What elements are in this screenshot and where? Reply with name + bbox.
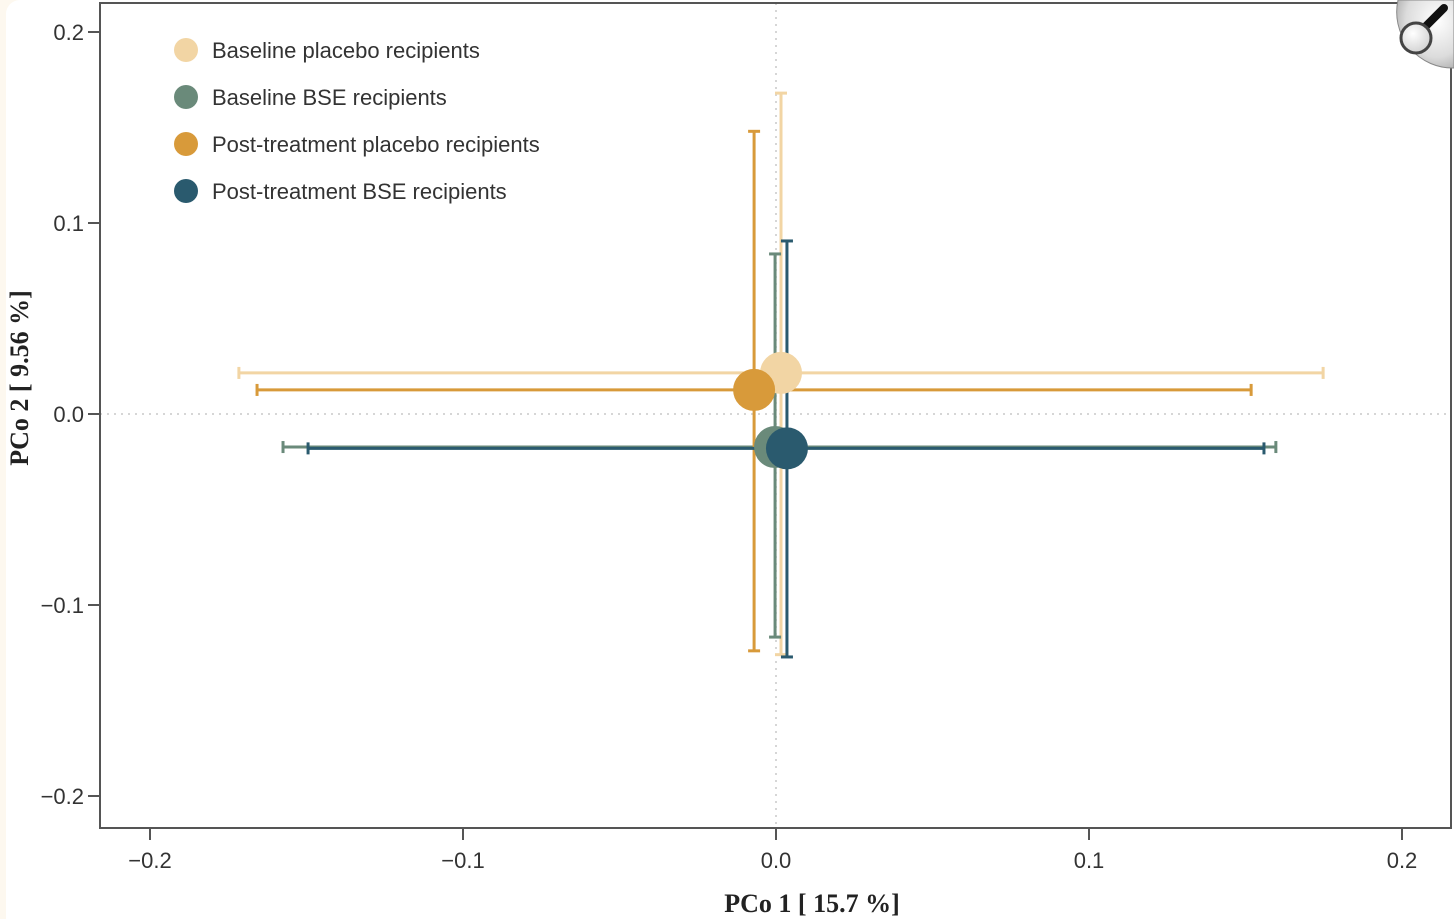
legend-swatch xyxy=(174,132,198,156)
y-tick-label: −0.2 xyxy=(41,784,84,809)
legend-swatch xyxy=(174,179,198,203)
legend-item: Post-treatment placebo recipients xyxy=(174,132,540,157)
x-tick-label: −0.1 xyxy=(441,848,484,873)
data-points xyxy=(733,351,808,470)
legend-label: Post-treatment BSE recipients xyxy=(212,179,507,204)
magnifier-icon xyxy=(1396,0,1454,69)
x-axis-title: PCo 1 [ 15.7 %] xyxy=(724,889,899,918)
legend: Baseline placebo recipients Baseline BSE … xyxy=(174,38,540,204)
data-point-post-treatment-placebo-recipients xyxy=(733,368,776,411)
zoom-image-button[interactable] xyxy=(1384,0,1454,70)
x-tick-label: 0.2 xyxy=(1387,848,1418,873)
x-tick-label: 0.0 xyxy=(761,848,792,873)
legend-label: Baseline placebo recipients xyxy=(212,38,480,63)
legend-item: Post-treatment BSE recipients xyxy=(174,179,507,204)
axes: −0.2 −0.1 0.0 0.1 0.2 0.2 0.1 0.0 −0.1 −0.2 xyxy=(41,2,1452,873)
y-axis-title: PCo 2 [ 9.56 %] xyxy=(5,290,34,465)
y-tick-label: 0.0 xyxy=(53,402,84,427)
reference-lines xyxy=(100,3,1451,828)
legend-label: Baseline BSE recipients xyxy=(212,85,447,110)
y-tick-label: −0.1 xyxy=(41,593,84,618)
legend-swatch xyxy=(174,38,198,62)
y-tick-label: 0.1 xyxy=(53,211,84,236)
legend-item: Baseline placebo recipients xyxy=(174,38,480,63)
legend-item: Baseline BSE recipients xyxy=(174,85,447,110)
x-tick-label: −0.2 xyxy=(128,848,171,873)
y-tick-label: 0.2 xyxy=(53,20,84,45)
legend-swatch xyxy=(174,85,198,109)
data-point-post-treatment-bse-recipients xyxy=(765,427,808,470)
legend-label: Post-treatment placebo recipients xyxy=(212,132,540,157)
x-tick-label: 0.1 xyxy=(1074,848,1105,873)
